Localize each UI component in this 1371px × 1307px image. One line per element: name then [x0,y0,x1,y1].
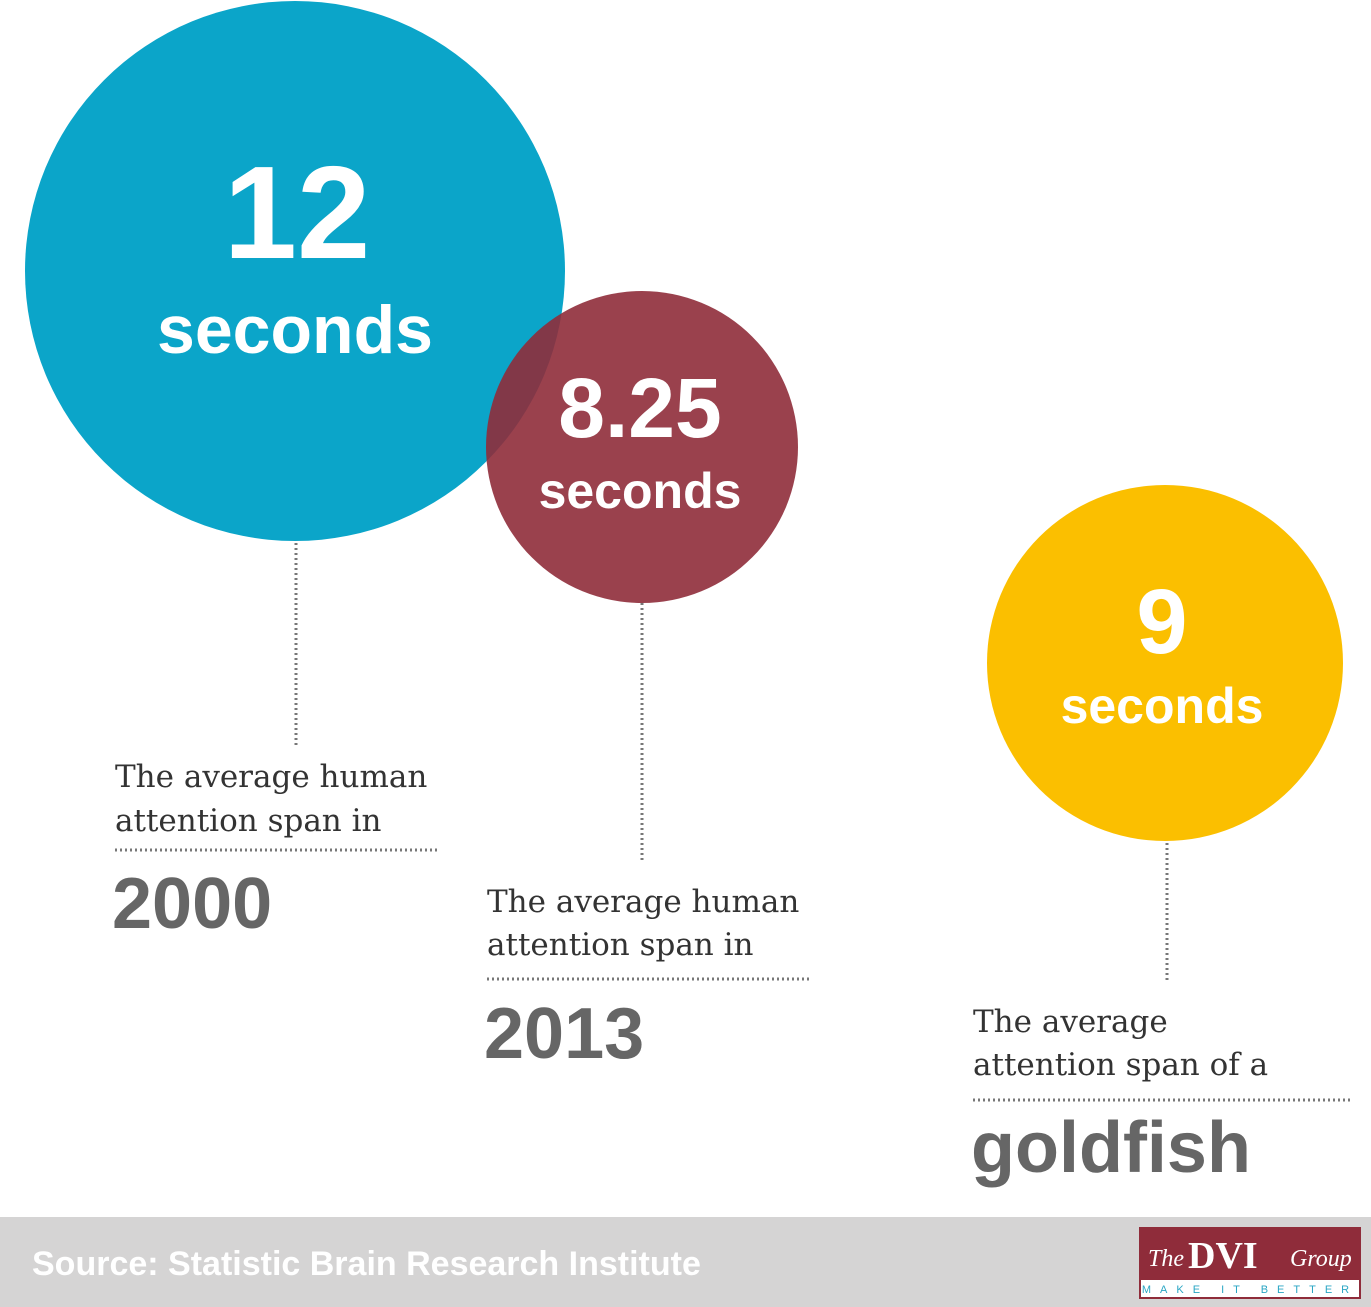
value: 9 [1136,571,1187,673]
circle-2000 [25,1,565,541]
unit: seconds [539,463,742,519]
logo-group: Group [1290,1246,1352,1272]
description: The average human [115,759,427,795]
logo-tagline: MAKE IT BETTER [1142,1284,1358,1296]
logo-band [1141,1229,1359,1280]
circle-2013 [486,291,798,603]
label: 2000 [112,864,272,944]
logo-the: The [1148,1246,1184,1272]
value: 8.25 [558,361,722,455]
description: attention span in [115,803,382,839]
unit: seconds [157,292,433,368]
description: The average human [487,884,799,920]
unit: seconds [1061,678,1264,734]
description: The average [973,1004,1168,1040]
value: 12 [224,139,371,286]
logo-name: DVI [1188,1235,1258,1277]
label: goldfish [971,1108,1251,1188]
circle-goldfish [987,485,1343,841]
description: attention span of a [973,1047,1268,1083]
source: Source: Statistic Brain Research Institu… [32,1245,701,1283]
description: attention span in [487,927,754,963]
label: 2013 [484,994,644,1074]
